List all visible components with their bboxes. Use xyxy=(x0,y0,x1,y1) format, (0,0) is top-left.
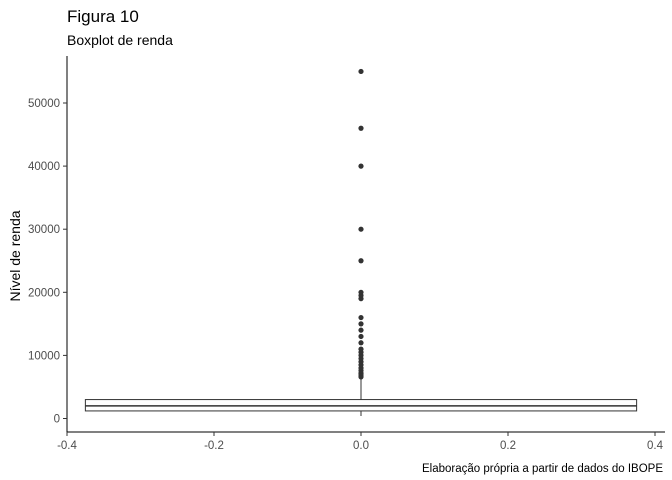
y-tick-label: 0 xyxy=(54,414,60,426)
x-tick-label: 0.0 xyxy=(353,440,369,452)
outlier-point xyxy=(358,289,364,295)
outlier-point xyxy=(358,340,364,346)
outlier-point xyxy=(358,327,364,333)
x-tick-label: 0.4 xyxy=(647,440,664,452)
chart-title: Figura 10 xyxy=(67,7,139,26)
outlier-point xyxy=(358,258,364,264)
outlier-point xyxy=(358,333,364,340)
y-tick-label: 50000 xyxy=(28,98,60,110)
outlier-point xyxy=(358,321,364,327)
chart-caption: Elaboração própria a partir de dados do … xyxy=(422,463,663,475)
y-tick-label: 40000 xyxy=(28,161,60,173)
y-axis-title: Nível de renda xyxy=(7,210,23,301)
y-tick-label: 10000 xyxy=(28,350,60,362)
outlier-point xyxy=(358,346,364,352)
plot-area: 0 10000 20000 30000 40000 50000 -0.4 -0.2 0.0 0.2… xyxy=(28,56,665,452)
chart-subtitle: Boxplot de renda xyxy=(67,32,173,48)
outlier-point xyxy=(358,226,364,232)
x-tick-label: 0.2 xyxy=(500,440,516,452)
outlier-point xyxy=(358,125,364,131)
outlier-point xyxy=(358,68,364,75)
x-tick-label: -0.4 xyxy=(57,440,77,452)
y-tick-label: 30000 xyxy=(28,224,60,236)
outlier-point xyxy=(358,163,364,169)
outlier-point xyxy=(358,314,364,321)
x-tick-label: -0.2 xyxy=(204,440,224,452)
y-tick-label: 20000 xyxy=(28,287,60,299)
